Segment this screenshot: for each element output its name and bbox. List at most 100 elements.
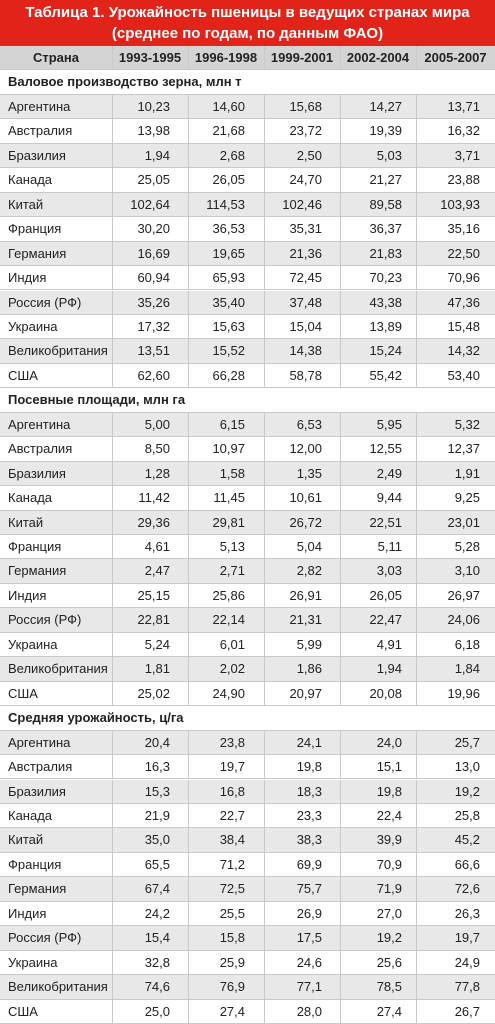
column-divider [340, 999, 341, 1023]
data-row: Китай 102,64 114,53 102,46 89,58 103,93 [0, 192, 495, 218]
data-row: Германия 2,47 2,71 2,82 3,03 3,10 [0, 559, 495, 584]
cell-value: 5,13 [219, 539, 245, 554]
cell-value: 70,9 [376, 856, 402, 872]
row-label: Великобритания [8, 343, 108, 359]
column-divider [188, 363, 189, 388]
data-row: Китай 35,0 38,4 38,3 39,9 45,2 [0, 828, 495, 853]
cell-value: 12,00 [289, 441, 322, 457]
cell-value: 43,38 [369, 294, 402, 310]
row-label: Китай [8, 196, 44, 212]
cell-value: 14,38 [289, 343, 322, 359]
column-divider [112, 950, 113, 975]
column-divider [340, 657, 341, 681]
column-divider [188, 168, 189, 192]
cell-value: 6,53 [296, 416, 322, 432]
table-title: Таблица 1. Урожайность пшеницы в ведущих… [0, 0, 495, 46]
row-label: США [8, 685, 38, 701]
cell-value: 13,71 [447, 98, 480, 114]
column-divider [112, 143, 113, 168]
column-divider [264, 681, 265, 706]
column-divider [188, 437, 189, 461]
cell-value: 5,28 [454, 539, 480, 554]
column-divider [112, 437, 113, 461]
cell-value: 27,4 [219, 1003, 245, 1019]
cell-value: 22,81 [137, 612, 170, 628]
cell-value: 36,37 [369, 221, 402, 237]
cell-value: 19,2 [376, 930, 402, 946]
row-label: Бразилия [8, 147, 66, 163]
data-row: Бразилия 1,28 1,58 1,35 2,49 1,91 [0, 461, 495, 487]
column-divider [112, 852, 113, 877]
column-divider [416, 755, 417, 779]
cell-value: 35,16 [447, 221, 480, 237]
data-row: Канада 11,42 11,45 10,61 9,44 9,25 [0, 486, 495, 511]
column-divider [188, 192, 189, 217]
row-label: США [8, 367, 38, 383]
column-divider [340, 559, 341, 583]
row-label: Канада [8, 490, 53, 506]
column-divider [188, 290, 189, 314]
cell-value: 26,91 [289, 587, 322, 603]
column-divider [340, 755, 341, 779]
cell-value: 22,4 [376, 807, 402, 823]
cell-value: 103,93 [440, 196, 480, 212]
cell-value: 69,9 [296, 856, 322, 872]
cell-value: 32,8 [144, 954, 170, 970]
column-divider [416, 730, 417, 755]
column-divider [416, 803, 417, 828]
cell-value: 66,6 [454, 856, 480, 872]
column-divider [112, 632, 113, 657]
cell-value: 114,53 [206, 196, 245, 212]
cell-value: 75,7 [296, 881, 322, 897]
column-divider [416, 901, 417, 926]
cell-value: 15,52 [212, 343, 245, 359]
data-row: Бразилия 15,3 16,8 18,3 19,8 19,2 [0, 779, 495, 804]
row-label: Индия [8, 587, 47, 603]
column-divider [416, 583, 417, 608]
cell-value: 21,31 [289, 612, 322, 628]
cell-value: 14,32 [447, 343, 480, 359]
row-label: Австралия [8, 441, 73, 457]
data-row: Индия 60,94 65,93 72,45 70,23 70,96 [0, 266, 495, 291]
row-label: Украина [8, 636, 58, 652]
cell-value: 66,28 [212, 367, 245, 383]
cell-value: 15,3 [144, 783, 170, 799]
cell-value: 29,81 [212, 514, 245, 530]
column-divider [264, 217, 265, 241]
column-divider [112, 461, 113, 486]
column-divider [340, 730, 341, 755]
column-divider [416, 412, 417, 437]
column-divider [112, 119, 113, 143]
cell-value: 89,58 [369, 196, 402, 212]
cell-value: 25,8 [454, 807, 480, 823]
cell-value: 24,6 [296, 954, 322, 970]
row-label: Франция [8, 856, 62, 872]
cell-value: 19,39 [369, 123, 402, 139]
cell-value: 5,03 [376, 147, 402, 163]
cell-value: 15,63 [212, 318, 245, 334]
cell-value: 36,53 [212, 221, 245, 237]
column-header: 2005-2007 [424, 50, 487, 65]
cell-value: 22,14 [212, 612, 245, 628]
column-divider [112, 657, 113, 681]
cell-value: 19,8 [296, 759, 322, 775]
column-divider [340, 681, 341, 706]
column-divider [264, 119, 265, 143]
column-divider [340, 412, 341, 437]
cell-value: 30,20 [137, 221, 170, 237]
cell-value: 6,01 [219, 636, 245, 652]
column-divider [416, 339, 417, 363]
cell-value: 5,11 [377, 539, 402, 554]
cell-value: 16,8 [219, 783, 245, 799]
data-row: Германия 16,69 19,65 21,36 21,83 22,50 [0, 241, 495, 267]
cell-value: 72,6 [454, 881, 480, 897]
column-divider [188, 852, 189, 877]
cell-value: 26,97 [447, 587, 480, 603]
column-divider [188, 999, 189, 1023]
column-divider [188, 975, 189, 999]
column-divider [112, 192, 113, 217]
column-divider [264, 950, 265, 975]
column-divider [416, 486, 417, 510]
column-divider [416, 632, 417, 657]
cell-value: 26,7 [454, 1003, 480, 1019]
